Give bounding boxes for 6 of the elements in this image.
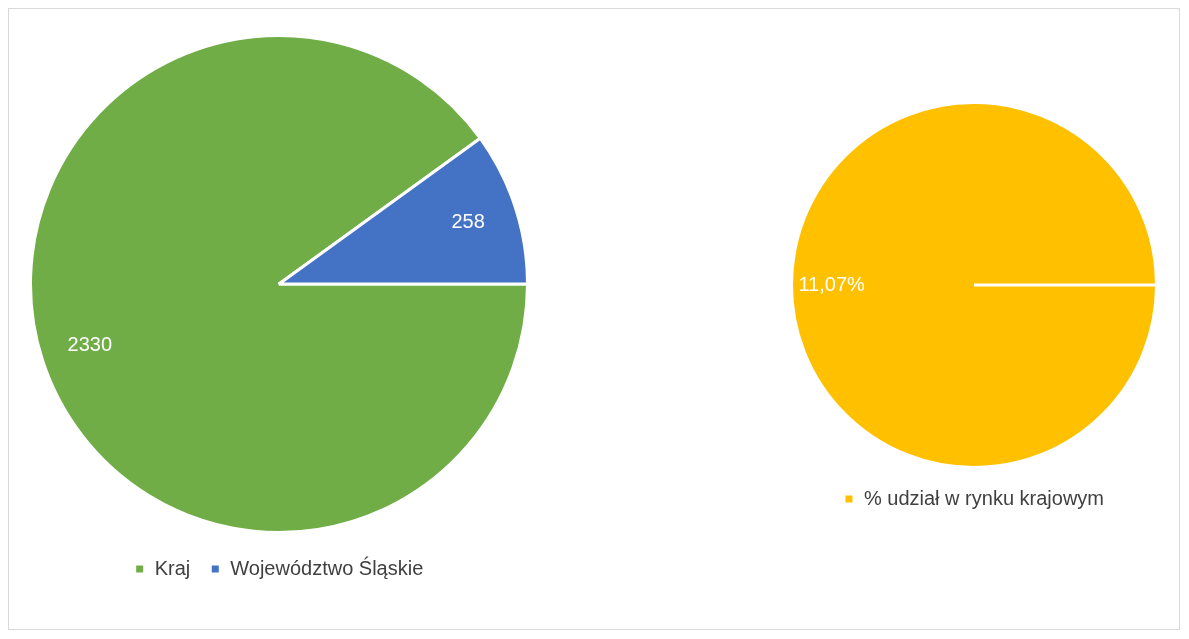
legend-label: Kraj bbox=[154, 556, 191, 579]
legend-label: Województwo Śląskie bbox=[230, 555, 424, 579]
data-label: 2330 bbox=[67, 332, 113, 355]
data-label: 11,07% bbox=[798, 272, 866, 295]
data-label: 258 bbox=[451, 210, 485, 233]
legend-label: % udział w rynku krajowym bbox=[863, 486, 1105, 509]
